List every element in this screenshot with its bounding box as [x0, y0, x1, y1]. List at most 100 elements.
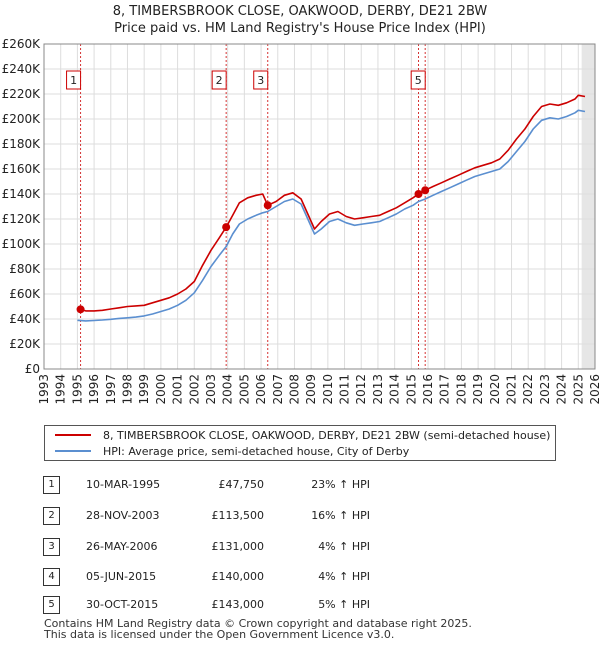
sale-marker-label: 5 [415, 74, 422, 87]
chart-subtitle: Price paid vs. HM Land Registry's House … [114, 21, 486, 36]
x-tick-label: 2025 [571, 374, 585, 405]
y-tick-label: £180K [2, 137, 42, 151]
footer-licence: This data is licensed under the Open Gov… [44, 628, 395, 641]
x-tick-label: 2005 [237, 374, 251, 405]
sale-marker-box [66, 70, 82, 90]
footer-copyright: Contains HM Land Registry data © Crown c… [44, 617, 472, 630]
x-tick-label: 2024 [555, 374, 569, 405]
legend-hpi-swatch [55, 450, 91, 452]
sale-marker-label: 1 [70, 74, 77, 87]
transaction-date: 10-MAR-1995 [86, 478, 161, 491]
transaction-number: 2 [43, 507, 60, 525]
x-tick-label: 2015 [404, 374, 418, 405]
x-tick-label: 2014 [388, 374, 402, 405]
x-tick-label: 2007 [271, 374, 285, 405]
transaction-number: 3 [43, 538, 60, 556]
transaction-number: 1 [43, 476, 60, 494]
x-tick-label: 2003 [204, 374, 218, 405]
hpi-line [77, 109, 586, 322]
plot-frame [43, 43, 596, 370]
y-tick-label: £220K [2, 87, 42, 101]
x-tick-label: 2012 [354, 374, 368, 405]
price-chart: £0 £20K £40K £60K £80K £100K £120K £140K £160K £1… [2, 37, 600, 405]
x-tick-label: 2001 [171, 374, 185, 405]
sale-point [76, 305, 85, 314]
transaction-date: 30-OCT-2015 [86, 598, 159, 611]
transaction-date: 28-NOV-2003 [86, 509, 160, 522]
x-tick-label: 2002 [187, 374, 201, 405]
plot-background [44, 44, 595, 369]
transaction-row: 2 28-NOV-2003 £113,500 16% ↑ HPI [0, 507, 600, 527]
y-tick-label: £60K [9, 287, 41, 301]
x-tick-label: 2004 [221, 374, 235, 405]
x-tick-label: 1996 [87, 374, 101, 405]
x-tick-label: 2020 [488, 374, 502, 405]
transaction-number: 5 [43, 596, 60, 614]
x-tick-label: 1999 [137, 374, 151, 405]
y-tick-label: £20K [9, 337, 41, 351]
y-tick-label: £40K [9, 312, 41, 326]
x-tick-label: 2018 [454, 374, 468, 405]
transaction-row: 4 05-JUN-2015 £140,000 4% ↑ HPI [0, 568, 600, 588]
legend-item-hpi: HPI: Average price, semi-detached house,… [45, 443, 409, 459]
transaction-date: 05-JUN-2015 [86, 570, 157, 583]
legend-property-label: 8, TIMBERSBROOK CLOSE, OAKWOOD, DERBY, D… [103, 428, 551, 442]
legend-hpi-label: HPI: Average price, semi-detached house,… [103, 444, 410, 458]
transaction-price: £140,000 [211, 570, 265, 583]
x-tick-label: 2016 [421, 374, 435, 405]
x-tick-label: 1993 [37, 374, 51, 405]
x-tick-label: 2013 [371, 374, 385, 405]
x-tick-label: 2023 [538, 374, 552, 405]
x-tick-label: 1998 [120, 374, 134, 405]
transaction-row: 3 26-MAY-2006 £131,000 4% ↑ HPI [0, 538, 600, 558]
transaction-number: 4 [43, 568, 60, 586]
transaction-price: £143,000 [211, 598, 265, 611]
sale-point [263, 201, 272, 210]
x-tick-label: 2000 [154, 374, 168, 405]
forecast-shade [581, 44, 595, 369]
y-tick-label: £160K [2, 162, 42, 176]
sale-marker-label: 2 [216, 74, 223, 87]
x-tick-label: 2017 [438, 374, 452, 405]
x-tick-label: 2009 [304, 374, 318, 405]
legend-property-swatch [55, 434, 91, 436]
x-tick-label: 2021 [505, 374, 519, 405]
transaction-hpi-change: 23% ↑ HPI [311, 478, 370, 491]
x-tick-label: 1994 [54, 374, 68, 405]
x-tick-label: 2006 [254, 374, 268, 405]
x-tick-label: 1995 [70, 374, 84, 405]
transaction-hpi-change: 5% ↑ HPI [318, 598, 370, 611]
x-tick-label: 2008 [287, 374, 301, 405]
y-tick-label: £240K [2, 62, 42, 76]
y-tick-label: £100K [2, 237, 42, 251]
transaction-date: 26-MAY-2006 [86, 540, 158, 553]
sale-marker-box [211, 70, 227, 90]
legend: 8, TIMBERSBROOK CLOSE, OAKWOOD, DERBY, D… [44, 425, 556, 461]
y-tick-label: £260K [2, 37, 42, 51]
footer: Contains HM Land Registry data © Crown c… [44, 618, 472, 640]
transaction-price: £113,500 [211, 509, 265, 522]
transaction-price: £47,750 [218, 478, 265, 491]
transaction-price: £131,000 [211, 540, 265, 553]
x-tick-label: 2010 [321, 374, 335, 405]
x-tick-label: 2026 [588, 374, 600, 405]
y-tick-label: £200K [2, 112, 42, 126]
transaction-row: 5 30-OCT-2015 £143,000 5% ↑ HPI [0, 596, 600, 616]
x-tick-label: 2022 [521, 374, 535, 405]
sale-marker-label: 3 [257, 74, 264, 87]
transaction-hpi-change: 16% ↑ HPI [311, 509, 370, 522]
sale-point [414, 190, 423, 198]
sale-point [421, 186, 430, 195]
property-price-line [80, 94, 586, 312]
legend-item-property: 8, TIMBERSBROOK CLOSE, OAKWOOD, DERBY, D… [45, 427, 550, 443]
sale-marker-box [253, 70, 269, 90]
sale-marker-box [410, 70, 426, 90]
transaction-row: 1 10-MAR-1995 £47,750 23% ↑ HPI [0, 476, 600, 496]
x-tick-label: 2019 [471, 374, 485, 405]
y-tick-label: £80K [9, 262, 41, 276]
y-tick-label: £140K [2, 187, 42, 201]
x-tick-label: 1997 [104, 374, 118, 405]
x-tick-label: 2011 [338, 374, 352, 405]
chart-title: 8, TIMBERSBROOK CLOSE, OAKWOOD, DERBY, D… [112, 4, 488, 19]
sale-point [222, 223, 231, 232]
